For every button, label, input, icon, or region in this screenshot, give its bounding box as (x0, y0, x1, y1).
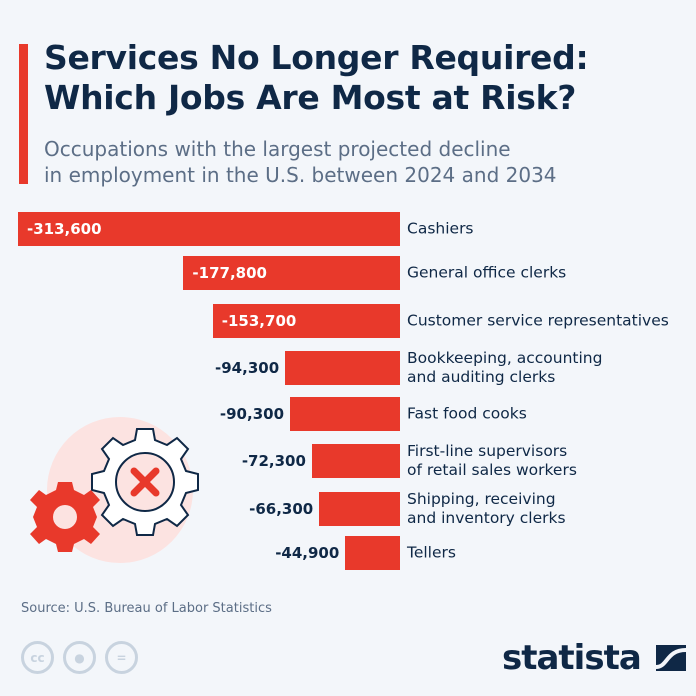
title-line-1: Services No Longer Required: (44, 38, 589, 77)
category-label: Customer service representatives (407, 311, 669, 330)
category-label: First-line supervisors of retail sales w… (407, 442, 577, 479)
category-label: Bookkeeping, accounting and auditing cle… (407, 349, 603, 386)
attribution-icon[interactable]: ● (63, 641, 96, 674)
gears-illustration (30, 417, 199, 563)
value-label: -72,300 (241, 452, 306, 470)
value-label: -313,600 (27, 220, 102, 238)
bar (311, 444, 400, 478)
value-label: -90,300 (219, 405, 284, 423)
bar (183, 256, 400, 290)
bar (212, 304, 400, 338)
bar (319, 492, 400, 526)
value-label: -66,300 (249, 500, 314, 518)
value-label: -177,800 (192, 264, 267, 282)
red-gear-icon (30, 482, 100, 552)
source-note: Source: U.S. Bureau of Labor Statistics (21, 601, 272, 616)
bar (285, 351, 400, 385)
white-gear-icon (91, 428, 199, 536)
category-label: Tellers (407, 543, 456, 562)
title-accent-bar (19, 44, 28, 184)
value-label: -94,300 (215, 359, 280, 377)
value-label: -44,900 (275, 544, 340, 562)
bar (290, 397, 400, 431)
bar (345, 536, 400, 570)
logo-text: statista (502, 638, 642, 678)
category-label: Cashiers (407, 219, 474, 238)
title-line-2: Which Jobs Are Most at Risk? (44, 78, 577, 117)
value-label: -153,700 (221, 312, 297, 330)
subtitle-line-2: in employment in the U.S. between 2024 a… (44, 163, 557, 187)
subtitle-line-1: Occupations with the largest projected d… (44, 137, 511, 161)
category-label: Fast food cooks (407, 404, 527, 423)
statista-logo-icon (655, 645, 686, 671)
no-derivatives-icon[interactable]: = (105, 641, 138, 674)
license-icons: cc ● = (21, 641, 138, 674)
category-label: Shipping, receiving and inventory clerks (407, 490, 566, 527)
page-subtitle: Occupations with the largest projected d… (44, 136, 557, 188)
bar (18, 212, 400, 246)
page-title: Services No Longer Required: Which Jobs … (44, 38, 589, 118)
statista-logo[interactable]: statista (502, 638, 686, 678)
category-label: General office clerks (407, 263, 567, 282)
x-mark-icon (130, 467, 160, 497)
cc-icon[interactable]: cc (21, 641, 54, 674)
